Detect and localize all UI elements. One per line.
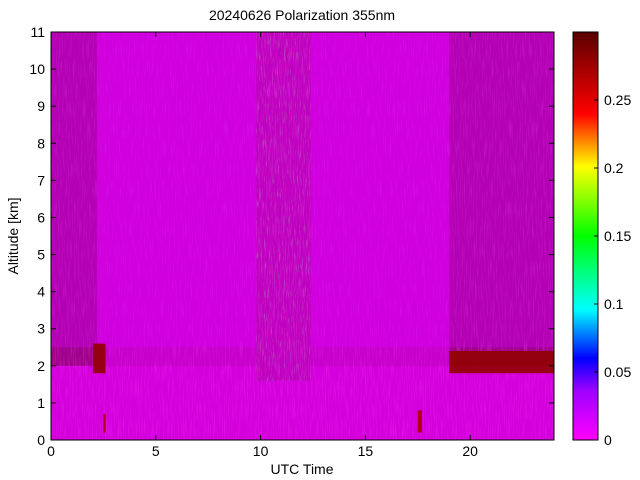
heatmap-region-6 (103, 414, 106, 433)
x-tick-label: 10 (253, 443, 269, 459)
colorbar-tick-label: 0.1 (604, 296, 624, 312)
y-tick-label: 1 (37, 395, 45, 411)
chart-title: 20240626 Polarization 355nm (209, 7, 395, 23)
x-tick-label: 0 (47, 443, 55, 459)
x-tick-label: 15 (358, 443, 374, 459)
x-tick-label: 20 (462, 443, 478, 459)
colorbar (572, 31, 599, 441)
y-tick-label: 9 (37, 98, 45, 114)
y-tick-label: 8 (37, 135, 45, 151)
colorbar-axis: 0 0.05 0.1 0.15 0.2 0.25 (594, 92, 631, 448)
y-tick-label: 10 (29, 61, 45, 77)
x-axis: 0 5 10 15 20 (47, 32, 478, 459)
colorbar-tick-label: 0.05 (604, 364, 631, 380)
y-tick-label: 6 (37, 209, 45, 225)
y-axis: 0 1 2 3 4 5 6 7 8 9 10 11 (29, 24, 554, 448)
plot-area (51, 32, 554, 440)
colorbar-tick-label: 0.25 (604, 92, 631, 108)
colorbar-tick-label: 0.2 (604, 160, 624, 176)
heatmap-region-4 (92, 343, 106, 374)
y-tick-label: 3 (37, 321, 45, 337)
heatmap-speckle-column-2 (256, 32, 311, 381)
colorbar-tick-label: 0 (604, 432, 612, 448)
plot-frame (50, 31, 555, 441)
heatmap-region-7 (417, 410, 422, 433)
y-tick-label: 0 (37, 432, 45, 448)
y-tick-label: 2 (37, 358, 45, 374)
y-tick-label: 7 (37, 172, 45, 188)
y-tick-label: 4 (37, 284, 45, 300)
x-tick-label: 5 (152, 443, 160, 459)
y-tick-label: 5 (37, 247, 45, 263)
y-tick-label: 11 (30, 24, 45, 40)
x-axis-label: UTC Time (271, 461, 334, 477)
heatmap-region-5 (449, 350, 554, 374)
colorbar-tick-label: 0.15 (604, 228, 631, 244)
y-axis-label: Altitude [km] (5, 197, 21, 274)
